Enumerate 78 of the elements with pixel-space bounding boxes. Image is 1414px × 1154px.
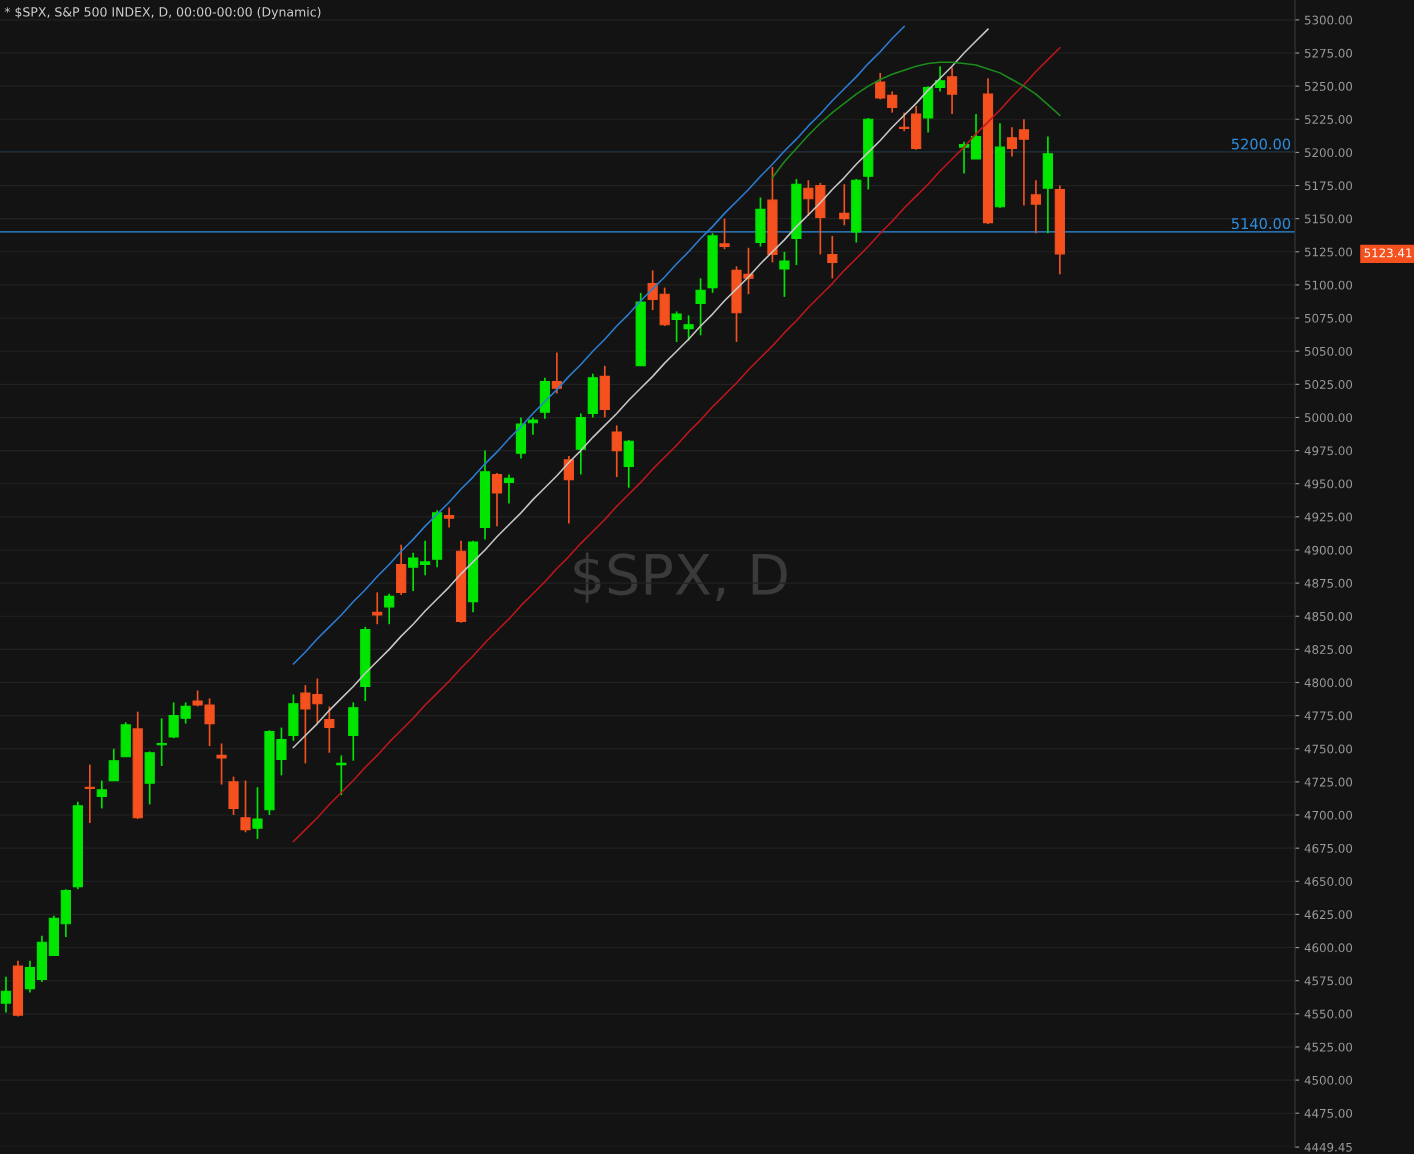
candlestick [719,217,730,250]
y-tick-label: 5250.00 [1304,81,1353,91]
y-tick-label: 4825.00 [1304,645,1353,655]
candlestick [336,754,347,796]
y-tick-label: 5275.00 [1304,48,1353,58]
candlestick [0,975,12,1014]
candlestick [96,779,107,810]
candlestick [827,235,838,280]
y-tick-label: 4449.45 [1304,1142,1352,1152]
line-series [292,25,905,665]
y-tick-label: 5300.00 [1304,15,1353,25]
y-tick-label: 5075.00 [1304,313,1353,323]
y-tick-label: 4875.00 [1304,578,1353,588]
y-tick-label: 5225.00 [1304,115,1353,124]
y-tick-label: 4975.00 [1304,446,1353,456]
y-tick-label: 4550.00 [1304,1009,1353,1019]
y-tick-label: 5200.00 [1304,148,1353,158]
candlestick [1018,118,1030,207]
y-tick-label: 4650.00 [1304,877,1353,886]
candlestick [372,591,383,626]
ref-line-label: 5200.00 [1231,138,1291,150]
y-tick-label: 4800.00 [1304,678,1353,688]
candlestick [24,959,36,994]
y-tick-label: 4775.00 [1304,711,1353,721]
y-tick-label: 4925.00 [1304,512,1353,522]
candlestick [216,742,227,786]
line-series [292,46,1061,843]
y-tick-label: 4525.00 [1304,1042,1353,1052]
candlestick [779,250,790,298]
candlestick [1030,179,1042,235]
text: 5123.41 [1364,248,1412,258]
text: * $SPX, S&P 500 INDEX, D, 00:00-00:00 (Dynamic) [4,6,321,20]
y-tick-label: 4900.00 [1304,545,1353,555]
candlestick [491,472,503,527]
ref-line-label: 5140.00 [1231,218,1291,230]
candlestick [839,183,850,227]
y-tick-label: 4850.00 [1304,611,1353,621]
y-tick-label: 5050.00 [1304,346,1353,356]
candlestick [503,473,515,505]
line-series [771,61,1061,179]
candlestick [443,506,455,529]
candlestick [671,310,682,343]
candlestick [408,551,419,592]
candlestick [934,65,946,93]
y-tick-label: 4725.00 [1304,777,1353,787]
y-tick-label: 4700.00 [1304,810,1353,820]
y-tick-label: 5175.00 [1304,181,1353,191]
y-tick-label: 5100.00 [1304,280,1353,290]
candlestick [970,113,982,160]
y-tick-label: 5150.00 [1304,214,1353,224]
y-tick-label: 4750.00 [1304,744,1353,754]
y-tick-label: 4475.00 [1304,1108,1353,1118]
candlestick [384,592,395,626]
candlestick [527,416,539,436]
y-tick-label: 4500.00 [1304,1075,1353,1085]
y-tick-label: 5125.00 [1304,247,1353,257]
y-tick-label: 4675.00 [1304,843,1353,853]
candlestick [240,779,251,834]
y-tick-label: 4575.00 [1304,976,1353,986]
candlestick [946,66,958,115]
y-tick-label: 4625.00 [1304,910,1353,920]
candlestick [1006,126,1018,158]
candlestick [108,747,119,782]
candlestick [156,717,167,767]
y-tick-label: 4600.00 [1304,943,1353,953]
line-series [292,28,989,749]
candlestick [252,786,263,840]
y-tick-label: 5000.00 [1304,413,1353,423]
y-tick-label: 4950.00 [1304,479,1353,489]
candlestick [683,314,694,342]
candlestick [324,705,335,754]
candlestick [695,277,706,337]
candlestick [875,72,886,101]
candlestick [611,424,622,478]
candlestick [887,90,898,114]
candlestick [563,455,574,525]
y-tick-label: 5025.00 [1304,380,1353,389]
candlestick [420,539,431,576]
